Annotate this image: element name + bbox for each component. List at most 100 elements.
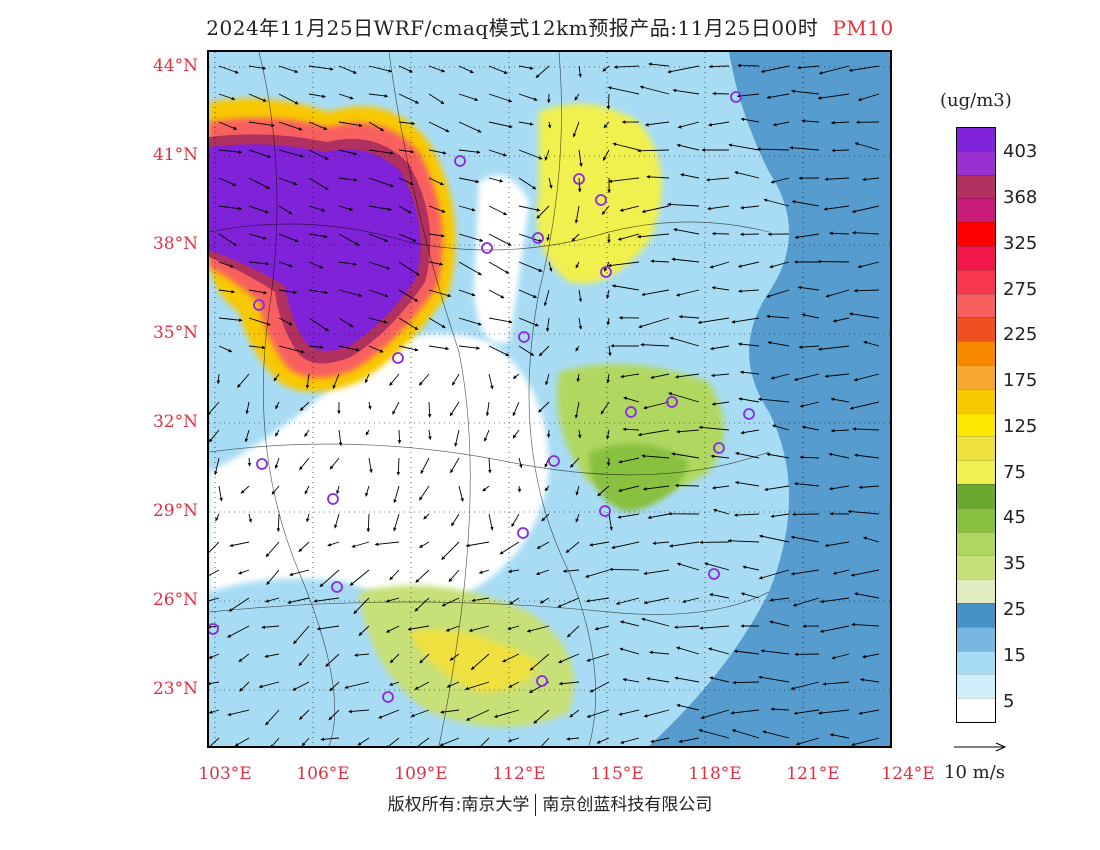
- wind-arrow: [517, 485, 522, 493]
- wind-arrow: [545, 317, 550, 332]
- wind-arrow: [488, 317, 513, 324]
- lat-label-26: 26°N: [152, 590, 198, 610]
- wind-arrow: [849, 312, 880, 319]
- wind-arrow: [389, 373, 400, 386]
- wind-arrow: [289, 569, 310, 577]
- wind-arrow: [320, 737, 340, 742]
- wind-arrow: [502, 653, 520, 663]
- wind-arrow: [418, 373, 430, 386]
- wind-arrow: [248, 233, 267, 240]
- wind-arrow: [539, 597, 550, 604]
- wind-arrow: [428, 65, 446, 73]
- wind-arrow: [209, 429, 220, 443]
- wind-arrow: [271, 485, 280, 495]
- wind-arrow: [575, 485, 580, 496]
- wind-arrow: [305, 373, 310, 389]
- wind-arrow: [209, 709, 220, 714]
- wind-arrow: [227, 625, 250, 638]
- wind-arrow: [739, 370, 760, 375]
- wind-arrow: [546, 429, 551, 438]
- wind-arrow: [790, 569, 820, 576]
- wind-arrow: [508, 681, 520, 688]
- wind-arrow: [617, 233, 640, 241]
- wind-arrow: [770, 177, 790, 184]
- wind-arrow: [619, 205, 640, 212]
- wind-arrow: [458, 289, 476, 297]
- legend-swatch: [957, 531, 995, 556]
- wind-arrow: [606, 317, 611, 326]
- wind-arrow: [357, 737, 370, 746]
- legend-label-175: 175: [1003, 370, 1038, 391]
- wind-arrow: [218, 93, 236, 101]
- wind-arrow: [710, 454, 730, 459]
- legend-swatch: [957, 198, 995, 223]
- lon-label-124: 124°E: [881, 764, 935, 784]
- wind-arrow: [248, 345, 266, 350]
- wind-arrow: [790, 535, 820, 543]
- wind-arrow: [546, 233, 550, 242]
- wind-arrow: [601, 205, 610, 215]
- wind-arrow: [299, 401, 310, 411]
- wind-arrow: [488, 233, 512, 246]
- wind-arrow: [637, 429, 670, 437]
- wind-arrow: [415, 569, 430, 583]
- wind-arrow: [464, 681, 490, 691]
- wind-arrow: [606, 373, 610, 384]
- wind-arrow: [818, 709, 850, 715]
- wind-arrow: [650, 259, 670, 263]
- wind-arrow: [620, 373, 640, 379]
- wind-arrow: [824, 541, 850, 548]
- wind-arrow: [428, 233, 445, 238]
- wind-arrow: [529, 653, 550, 671]
- wind-arrow: [676, 646, 700, 655]
- wind-arrow: [348, 709, 370, 714]
- wind-arrow: [393, 513, 400, 532]
- wind-arrow: [544, 149, 550, 161]
- wind-arrow: [831, 148, 850, 153]
- wind-arrow: [278, 289, 298, 295]
- wind-arrow: [488, 93, 513, 103]
- wind-arrow: [358, 625, 370, 636]
- wind-arrow: [238, 569, 250, 575]
- wind-arrow: [366, 513, 371, 533]
- wind-arrow: [518, 345, 535, 356]
- wind-arrow: [458, 177, 480, 184]
- wind-arrow: [218, 205, 243, 211]
- wind-arrow: [488, 205, 508, 216]
- wind-vectors: [209, 62, 880, 746]
- wind-arrow: [667, 65, 700, 74]
- wind-arrow: [535, 65, 550, 79]
- wind-arrow: [763, 198, 790, 207]
- wind-arrow: [793, 709, 820, 715]
- wind-arrow: [606, 289, 610, 299]
- wind-arrow: [576, 373, 581, 383]
- wind-arrow: [822, 681, 850, 686]
- wind-arrow: [819, 625, 850, 633]
- wind-arrow: [248, 177, 271, 190]
- wind-arrow: [709, 593, 730, 599]
- wind-arrow: [428, 261, 444, 266]
- wind-arrow: [759, 534, 790, 543]
- legend-swatch: [957, 483, 995, 508]
- wind-arrow: [791, 200, 820, 207]
- wind-arrow: [672, 88, 700, 95]
- lat-label-44: 44°N: [152, 56, 198, 76]
- boundaries: [209, 52, 770, 746]
- legend-swatch: [957, 579, 995, 603]
- wind-arrow: [730, 709, 760, 715]
- wind-arrow: [247, 457, 252, 467]
- wind-arrow: [248, 65, 267, 70]
- wind-arrow: [509, 597, 520, 605]
- lon-label-106: 106°E: [296, 764, 350, 784]
- wind-arrow: [218, 121, 238, 130]
- legend-swatch: [957, 245, 995, 270]
- legend-swatch: [957, 317, 995, 342]
- wind-arrow: [419, 653, 430, 664]
- wind-arrow: [398, 177, 414, 186]
- wind-arrow: [368, 177, 394, 188]
- lon-label-109: 109°E: [394, 764, 448, 784]
- wind-arrow: [278, 233, 299, 243]
- wind-arrow: [482, 485, 490, 492]
- wind-reference-arrow: [954, 742, 1007, 752]
- legend-swatch: [957, 128, 995, 151]
